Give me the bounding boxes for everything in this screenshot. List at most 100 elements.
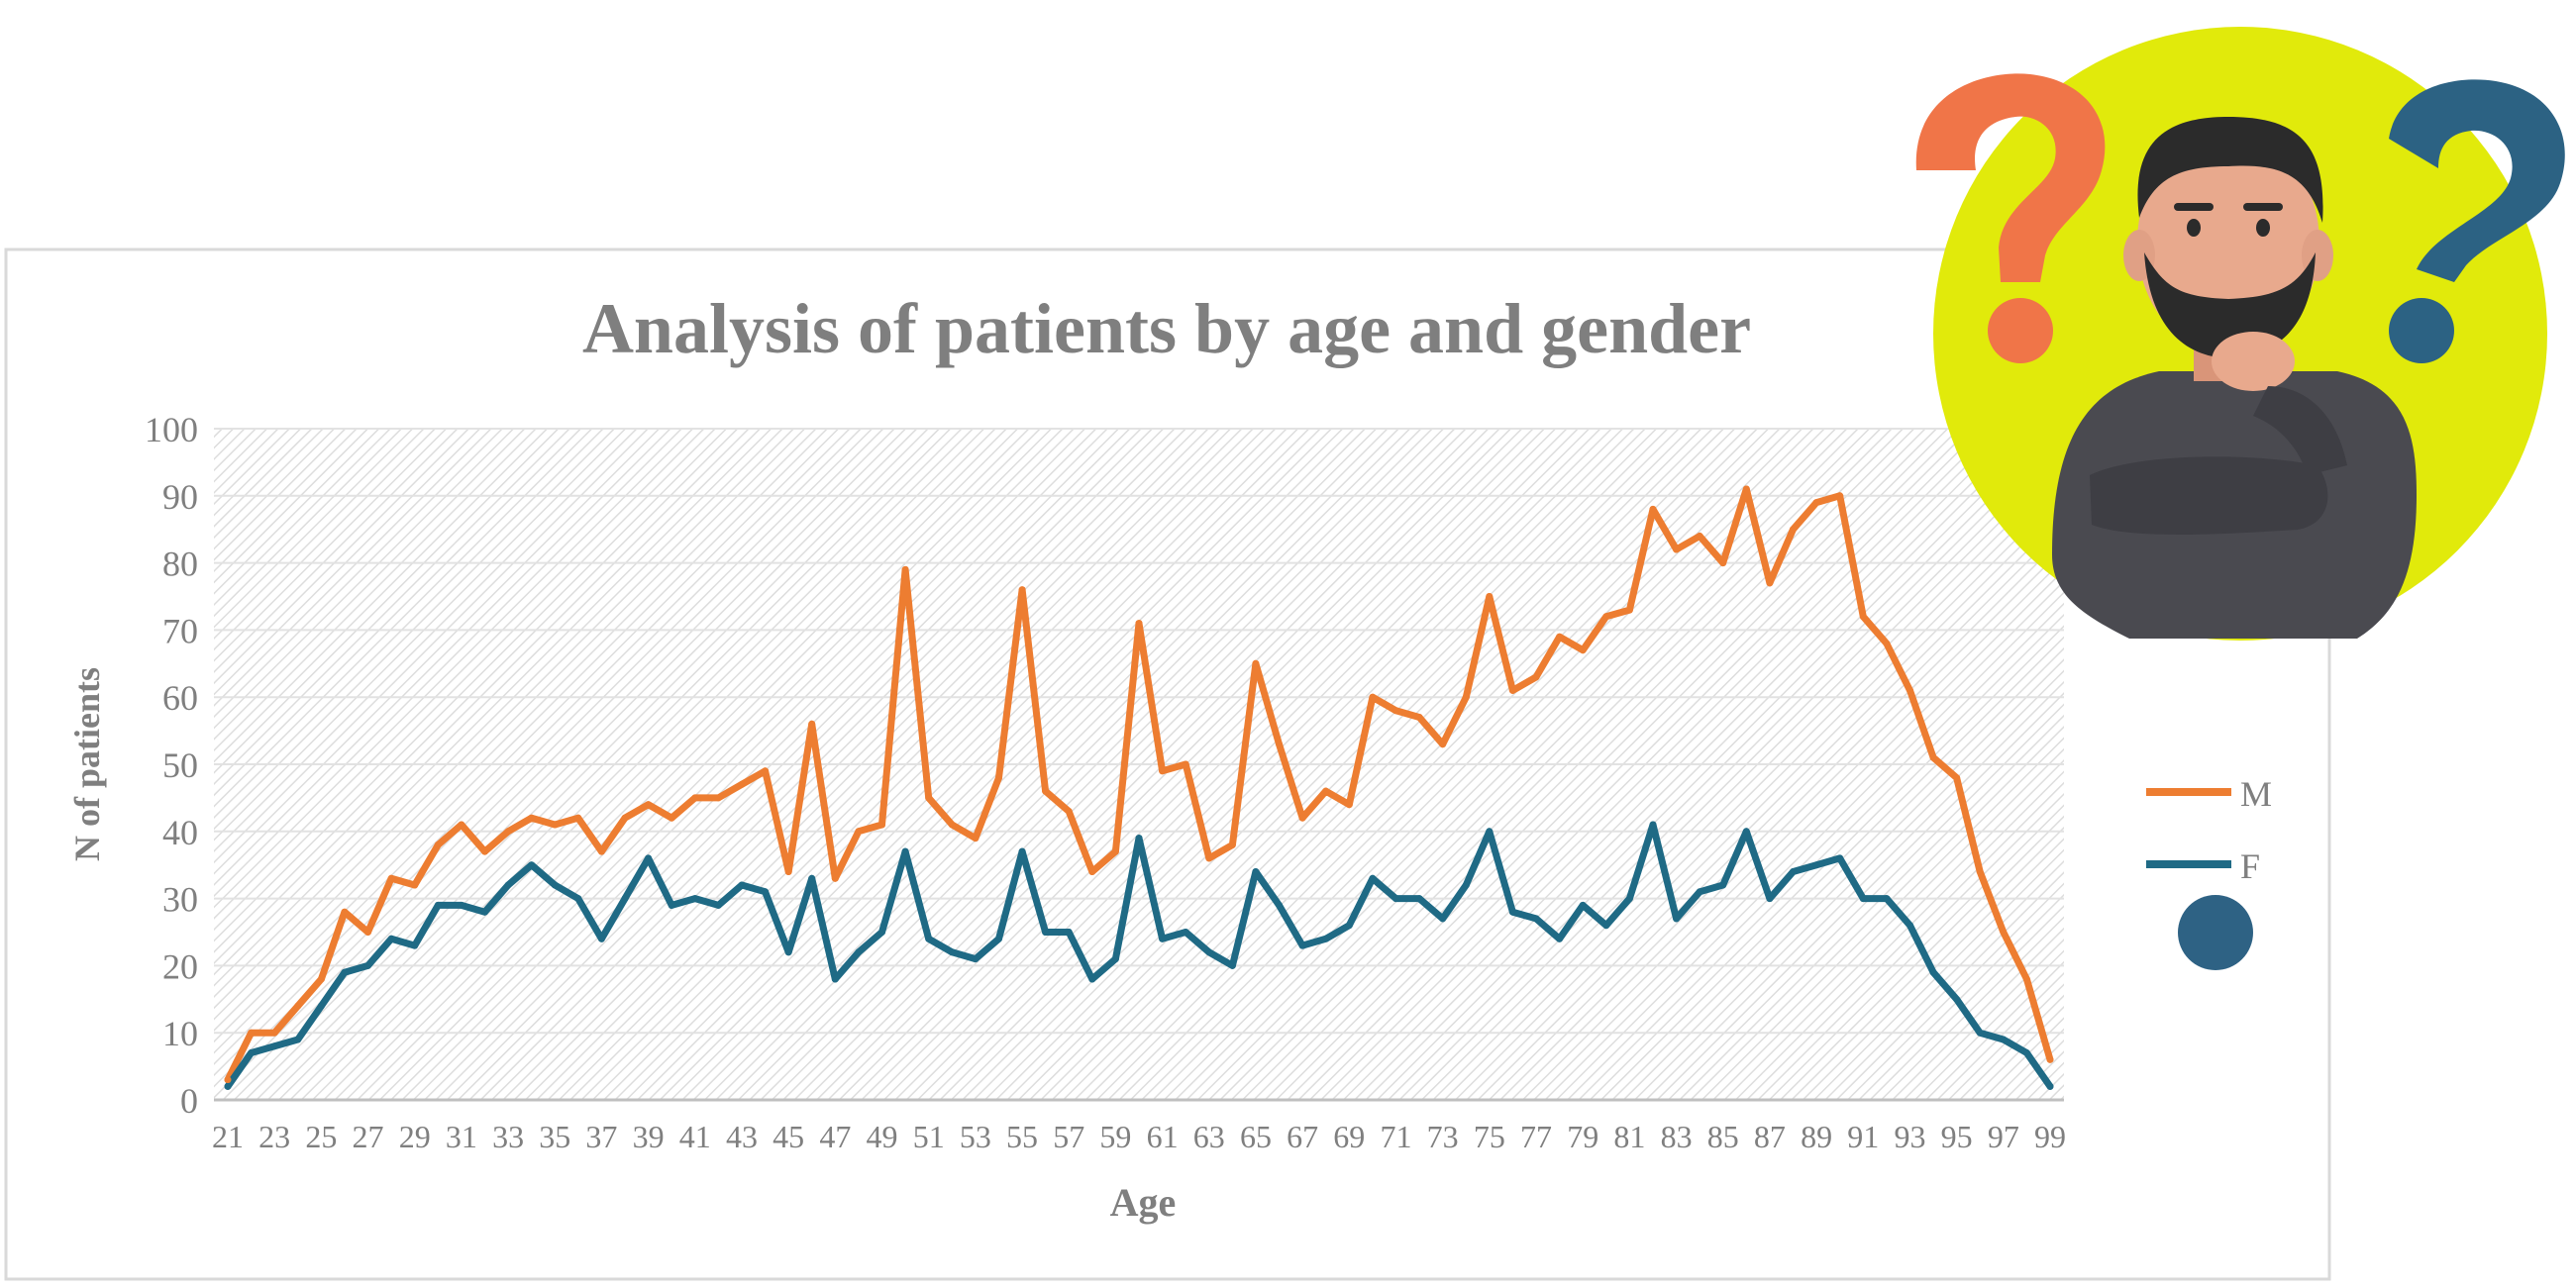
data-point-f [294,1036,302,1043]
data-point-f [2000,1036,2008,1043]
data-point-f [878,929,885,936]
data-point-m [1579,646,1587,654]
data-point-f [691,895,699,903]
data-point-m [387,874,395,882]
data-point-m [294,1002,302,1010]
x-tick-label: 93 [1894,1119,1925,1154]
data-point-f [1953,995,1961,1003]
data-point-m [1369,693,1377,701]
x-tick-label: 41 [679,1119,711,1154]
data-point-m [691,794,699,802]
thinking-man-illustration [1915,27,2565,641]
data-point-m [1836,492,1844,500]
data-point-m [2046,1055,2054,1063]
data-point-m [948,821,956,829]
x-tick-label: 65 [1240,1119,1272,1154]
data-point-f [1532,915,1540,923]
data-point-m [1065,808,1073,815]
data-point-f [972,955,979,963]
data-point-f [1742,828,1750,836]
data-point-f [855,948,863,956]
data-point-m [1345,801,1353,809]
data-point-m [972,835,979,842]
x-tick-label: 99 [2034,1119,2066,1154]
x-tick-label: 27 [353,1119,384,1154]
data-point-f [714,901,722,909]
x-tick-label: 23 [258,1119,290,1154]
data-point-f [1298,941,1306,949]
data-point-m [270,1029,278,1037]
data-point-m [1298,814,1306,822]
data-point-f [1111,955,1119,963]
data-point-f [411,941,419,949]
data-point-m [1042,787,1050,795]
question-mark-blue-icon [2389,79,2565,363]
data-point-f [995,935,1002,942]
data-point-f [1088,975,1096,983]
x-tick-label: 85 [1707,1119,1739,1154]
x-tick-label: 59 [1099,1119,1131,1154]
data-point-f [1696,888,1703,896]
data-point-m [1929,753,1937,761]
x-tick-label: 73 [1427,1119,1459,1154]
data-point-f [481,908,488,916]
data-point-f [925,935,933,942]
x-tick-label: 97 [1988,1119,2019,1154]
data-point-m [317,975,325,983]
data-point-m [1766,579,1774,587]
data-point-m [2000,929,2008,936]
data-point-f [1486,828,1494,836]
data-point-f [668,901,675,909]
data-point-m [1018,586,1026,594]
data-point-f [341,968,349,976]
data-point-f [1462,881,1470,889]
data-point-m [1088,868,1096,875]
data-point-m [1159,767,1167,775]
gridlines [214,428,2064,1102]
x-tick-label: 39 [633,1119,665,1154]
data-point-f [528,861,536,869]
x-tick-label: 83 [1661,1119,1693,1154]
data-point-f [364,961,371,969]
data-point-f [1182,929,1189,936]
x-tick-label: 77 [1520,1119,1552,1154]
data-point-f [1415,895,1423,903]
x-tick-label: 55 [1006,1119,1038,1154]
data-point-f [1228,961,1236,969]
data-point-f [574,895,582,903]
x-tick-label: 95 [1941,1119,1973,1154]
data-point-f [551,881,559,889]
data-point-f [270,1042,278,1050]
data-point-m [341,908,349,916]
data-point-m [1415,714,1423,721]
data-point-m [645,801,653,809]
data-point-f [645,854,653,862]
x-tick-label: 25 [305,1119,337,1154]
data-point-f [1812,861,1820,869]
data-point-f [1602,922,1610,930]
legend-label-m: M [2240,774,2272,814]
data-point-m [1625,606,1633,614]
question-mark-orange-icon [1915,73,2106,363]
y-tick-label: 80 [162,545,198,584]
data-point-m [1859,613,1867,621]
data-point-m [411,881,419,889]
x-tick-label: 57 [1053,1119,1084,1154]
y-tick-label: 50 [162,745,198,785]
data-point-f [1929,968,1937,976]
data-point-f [1252,868,1260,875]
data-point-f [1719,881,1727,889]
data-point-f [808,874,816,882]
data-point-m [1602,613,1610,621]
data-point-m [855,828,863,836]
x-tick-label: 53 [960,1119,991,1154]
data-point-f [317,1002,325,1010]
data-point-m [1673,545,1681,553]
data-point-f [784,948,792,956]
y-tick-label: 40 [162,813,198,852]
y-axis-label: N of patients [67,667,107,861]
data-point-f [1906,922,1913,930]
data-point-m [925,794,933,802]
x-tick-label: 63 [1193,1119,1225,1154]
data-point-m [1111,847,1119,855]
